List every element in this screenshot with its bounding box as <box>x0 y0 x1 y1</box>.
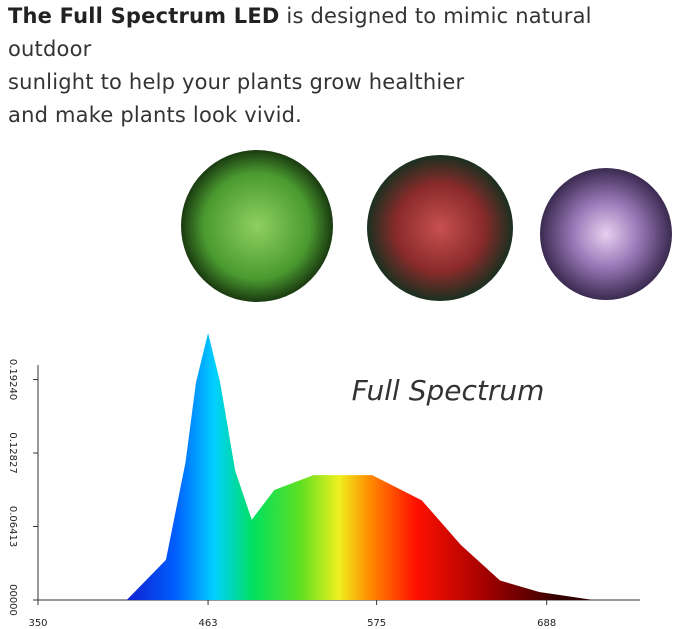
x-tick-label: 463 <box>199 618 218 629</box>
x-tick-label: 575 <box>367 618 386 629</box>
spectrum-area <box>126 333 594 600</box>
header-bold: The Full Spectrum LED <box>8 4 280 28</box>
y-tick-label: 0.12827 <box>7 432 18 473</box>
header: The Full Spectrum LED is designed to mim… <box>8 0 679 132</box>
x-tick-label: 350 <box>28 618 47 629</box>
annotation: Full Spectrum <box>352 374 545 407</box>
header-text: is designed to mimic natural outdoor <box>8 4 592 61</box>
photo-plant <box>367 155 513 301</box>
header-line: The Full Spectrum LED is designed to mim… <box>8 0 679 66</box>
photo-plant <box>181 150 333 302</box>
y-tick-label: 0.19240 <box>7 359 18 400</box>
x-tick-label: 688 <box>537 618 556 629</box>
y-tick-label: 0.06413 <box>7 506 18 547</box>
y-tick-label: 00000 <box>7 584 18 616</box>
photo-plant <box>540 168 672 300</box>
header-line: sunlight to help your plants grow health… <box>8 70 465 94</box>
header-line: and make plants look vivid. <box>8 103 303 127</box>
